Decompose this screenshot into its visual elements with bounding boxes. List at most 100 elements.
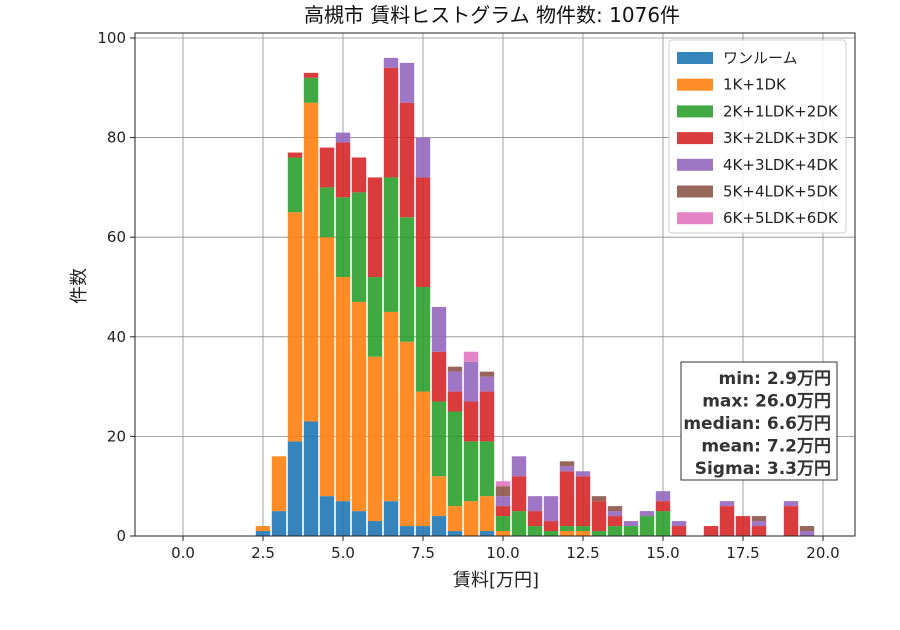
bar-segment-series-3 (575, 526, 591, 532)
y-axis-title: 件数 (69, 268, 90, 304)
legend: ワンルーム 1K+1DK 2K+1LDK+2DK 3K+2LDK+3DK 4K+3LDK… (668, 39, 847, 234)
y-tick-label: 20 (107, 427, 126, 445)
bar-segment-series-3 (367, 277, 383, 357)
bar-segment-series-2 (495, 531, 511, 536)
y-tick-label: 80 (107, 129, 126, 147)
bar-segment-series-1 (367, 521, 383, 536)
bar-segment-series-3 (479, 441, 495, 497)
bar-segment-series-3 (511, 511, 527, 536)
x-tick-label: 0.0 (171, 544, 195, 562)
legend-label: 1K+1DK (723, 76, 787, 94)
bar-segment-series-6 (559, 461, 575, 467)
bar-segment-series-5 (495, 496, 511, 507)
bar-segment-series-3 (303, 77, 319, 103)
bar-segment-series-5 (527, 496, 543, 512)
legend-box (668, 39, 847, 234)
bar-segment-series-4 (671, 526, 687, 536)
bar-segment-series-5 (719, 501, 735, 507)
bar-segment-series-3 (319, 187, 335, 238)
legend-swatch (677, 52, 713, 64)
bar-segment-series-4 (543, 521, 559, 532)
x-axis-ticks: 0.0 2.5 5.0 7.5 10.0 12.5 15.0 17.5 20.0 (171, 536, 840, 562)
bar-segment-series-1 (303, 421, 319, 536)
x-tick-label: 15.0 (646, 544, 679, 562)
bar-segment-series-3 (415, 286, 431, 392)
bar-segment-series-1 (415, 526, 431, 536)
bar-segment-series-4 (383, 67, 399, 178)
bar-segment-series-3 (287, 157, 303, 213)
bar-segment-series-1 (287, 441, 303, 536)
legend-label: 6K+5LDK+6DK (723, 209, 839, 227)
bar-segment-series-4 (575, 476, 591, 527)
bar-segment-series-3 (639, 516, 655, 536)
bar-segment-series-3 (431, 401, 447, 477)
bar-segment-series-1 (383, 501, 399, 536)
bar-segment-series-2 (399, 341, 415, 527)
bar-segment-series-5 (671, 521, 687, 527)
bar-segment-series-1 (255, 531, 271, 536)
y-axis-ticks: 0 20 40 60 80 100 (97, 29, 135, 545)
bar-segment-series-5 (783, 501, 799, 507)
x-tick-label: 7.5 (411, 544, 435, 562)
bar-segment-series-3 (655, 511, 671, 536)
bar-segment-series-4 (527, 511, 543, 527)
bar-segment-series-2 (383, 311, 399, 502)
bar-segment-series-3 (607, 526, 623, 536)
bar-segment-series-3 (447, 411, 463, 507)
bar-segment-series-4 (287, 152, 303, 158)
bar-segment-series-4 (591, 501, 607, 532)
x-tick-label: 12.5 (566, 544, 599, 562)
bar-segment-series-4 (335, 142, 351, 198)
y-tick-label: 60 (107, 228, 126, 246)
bar-segment-series-4 (719, 506, 735, 536)
bar-segment-series-4 (351, 157, 367, 193)
bar-segment-series-5 (543, 496, 559, 522)
bar-segment-series-1 (479, 531, 495, 536)
legend-swatch (677, 105, 713, 118)
bar-segment-series-5 (607, 511, 623, 517)
stats-min: min: 2.9万円 (719, 369, 831, 389)
legend-swatch (677, 158, 713, 171)
bar-segment-series-5 (639, 511, 655, 517)
bar-segment-series-2 (463, 501, 479, 536)
bar-segment-series-5 (575, 471, 591, 477)
bar-segment-series-6 (799, 526, 815, 532)
bar-segment-series-3 (463, 441, 479, 502)
bar-segment-series-5 (399, 62, 415, 103)
legend-swatch (677, 185, 713, 198)
bar-segment-series-5 (799, 531, 815, 536)
stats-box-frame (680, 361, 838, 481)
bar-segment-series-3 (527, 526, 543, 536)
bar-segment-series-6 (607, 506, 623, 512)
bar-segment-series-5 (479, 376, 495, 392)
legend-swatch (677, 212, 713, 225)
bar-segment-series-2 (367, 356, 383, 522)
bar-segment-series-3 (623, 526, 639, 536)
bar-segment-series-4 (559, 471, 575, 527)
bar-segment-series-4 (703, 526, 719, 536)
bar-segment-series-5 (463, 361, 479, 402)
bar-segment-series-2 (431, 476, 447, 517)
bar-segment-series-5 (335, 132, 351, 143)
bar-segment-series-3 (495, 516, 511, 532)
legend-swatch (677, 132, 713, 145)
stats-max: max: 26.0万円 (702, 392, 831, 412)
bar-segment-series-3 (399, 217, 415, 342)
bar-segment-series-1 (335, 501, 351, 536)
bar-segment-series-2 (559, 531, 575, 536)
bar-segment-series-5 (383, 57, 399, 68)
bar-segment-series-2 (319, 237, 335, 497)
bar-segment-series-2 (415, 391, 431, 527)
y-tick-label: 100 (97, 29, 126, 47)
bar-segment-series-3 (335, 197, 351, 278)
bar-segment-series-2 (479, 496, 495, 532)
bar-segment-series-3 (559, 526, 575, 532)
bar-segment-series-4 (463, 401, 479, 442)
y-tick-label: 40 (107, 328, 126, 346)
bar-segment-series-7 (495, 481, 511, 487)
bar-segment-series-4 (431, 351, 447, 402)
stats-median: median: 6.6万円 (683, 414, 831, 434)
bar-segment-series-5 (511, 456, 527, 477)
bar-segment-series-4 (447, 391, 463, 412)
